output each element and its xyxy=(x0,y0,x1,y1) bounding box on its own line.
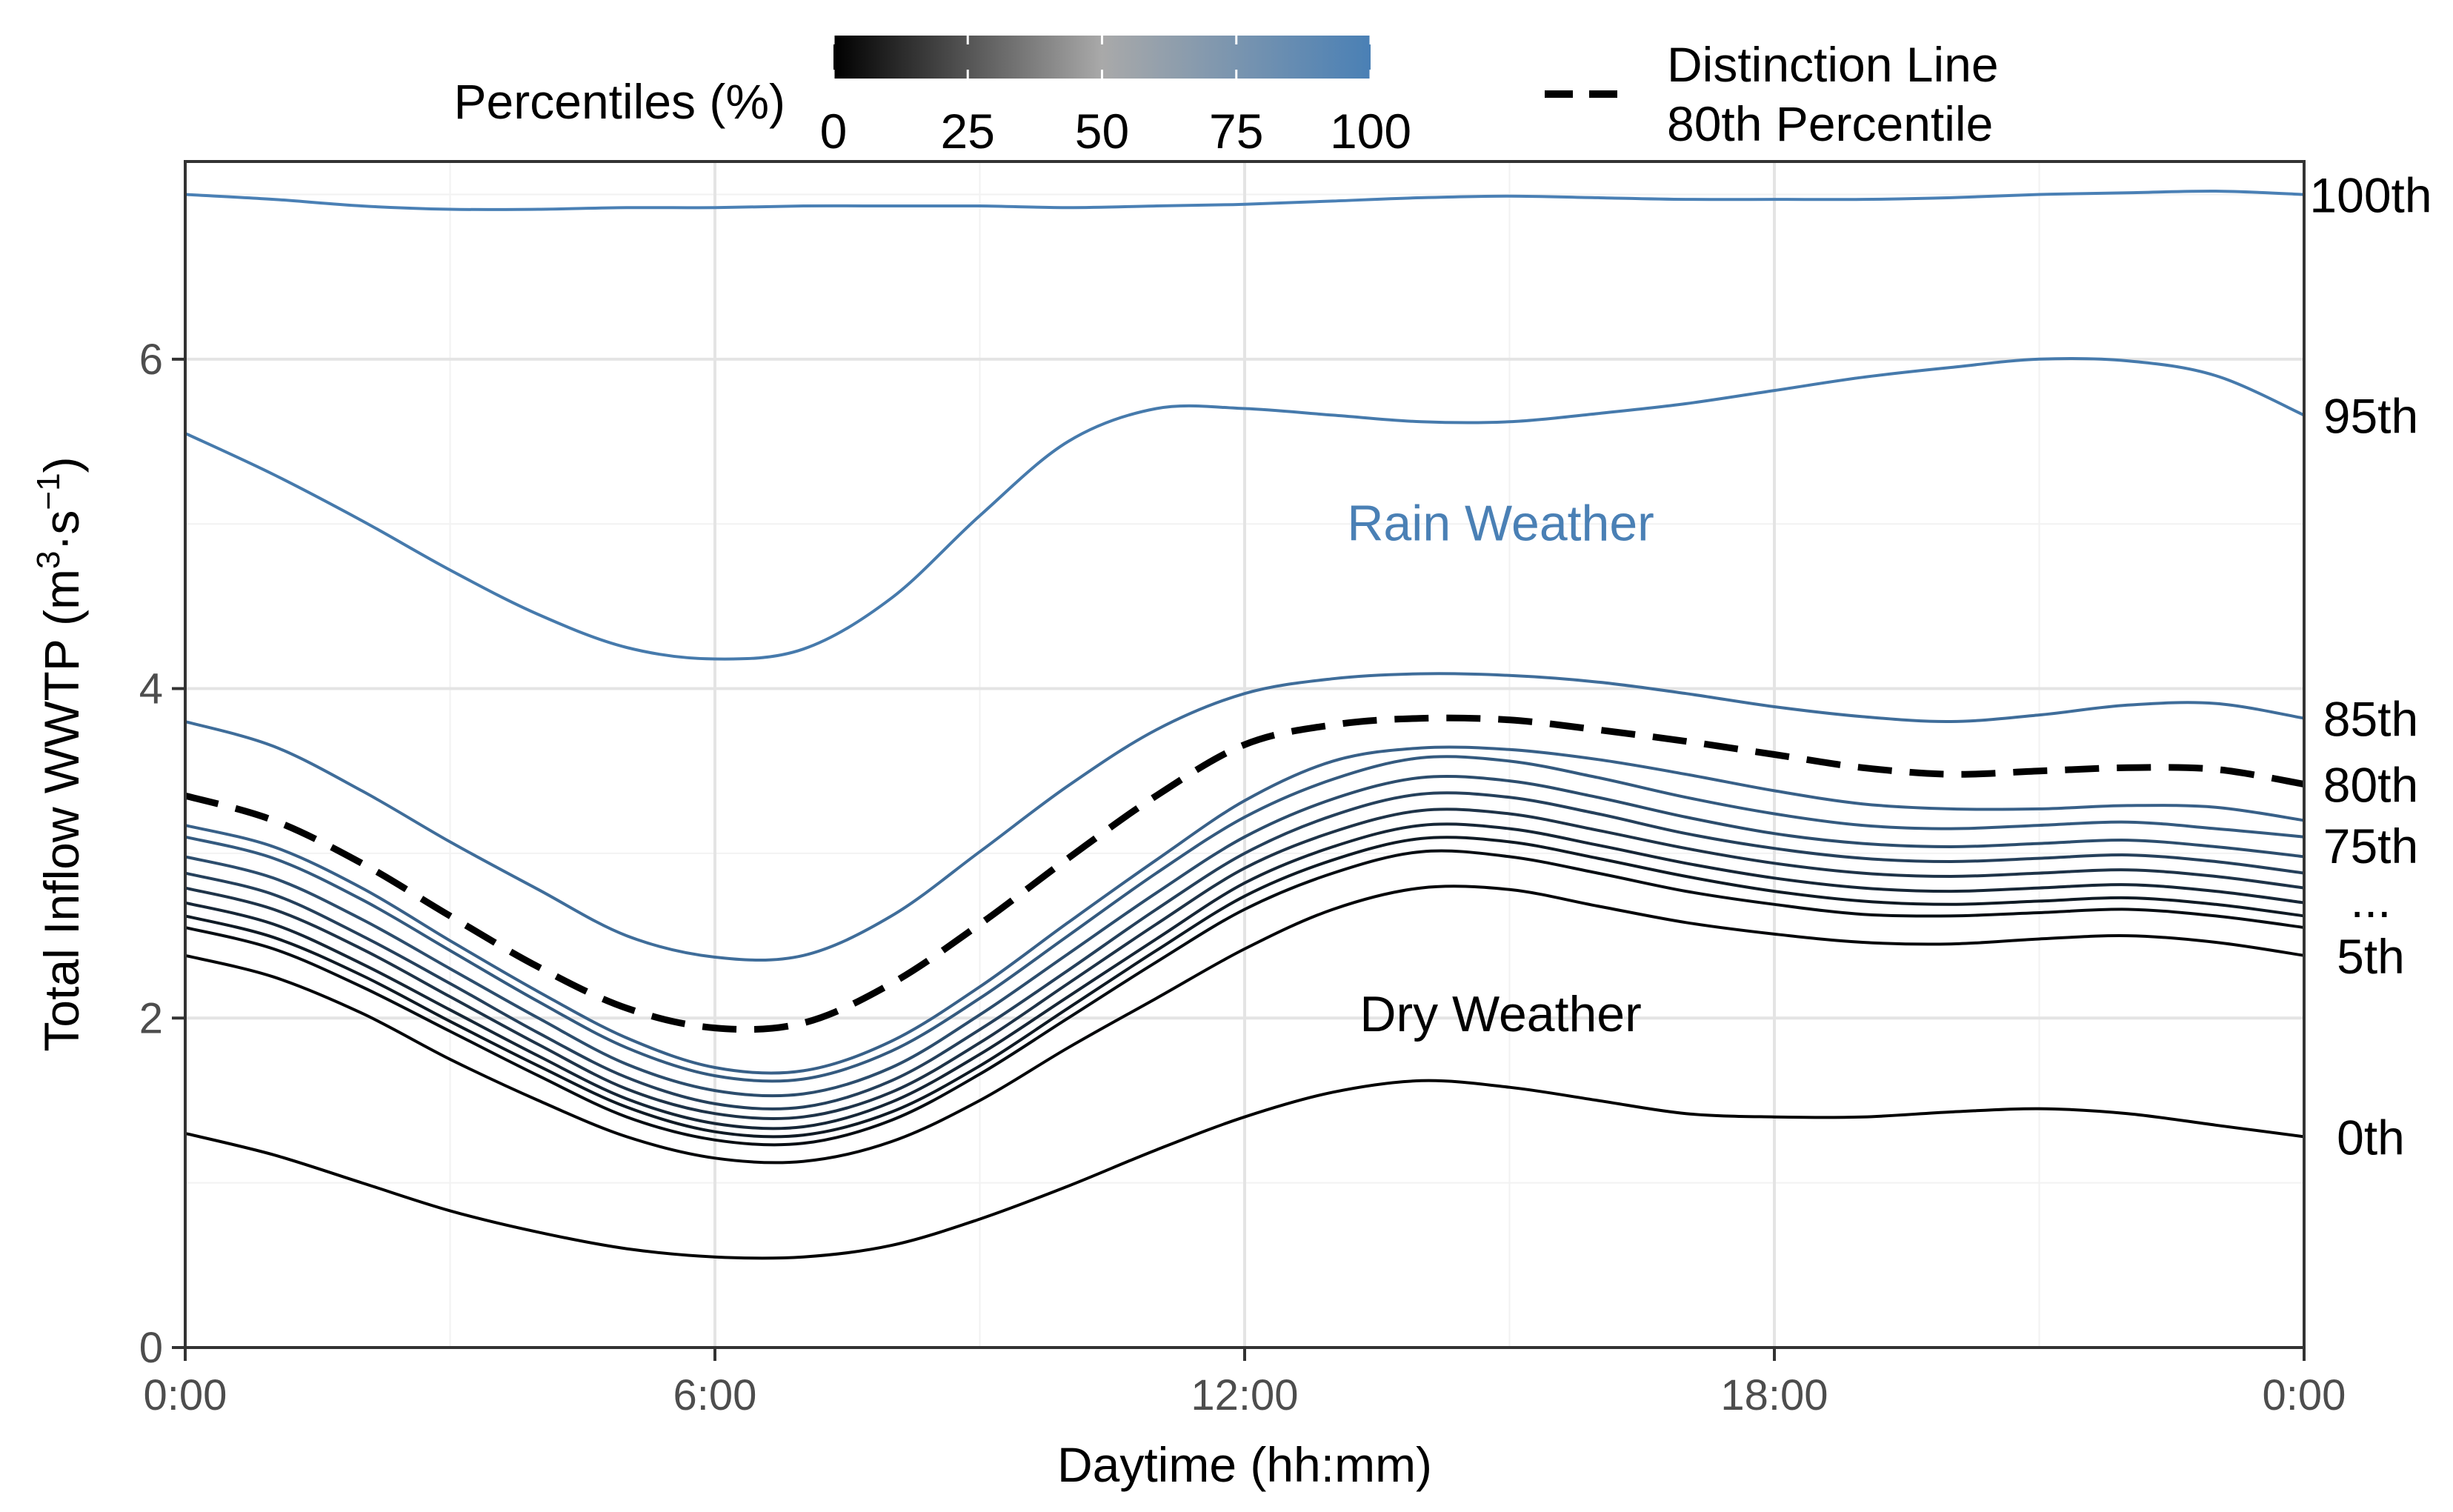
series-line-60th xyxy=(185,774,2304,1098)
right-label-85th: 85th xyxy=(2323,692,2418,747)
series-line-5th xyxy=(185,885,2304,1165)
colorbar-title: Percentiles (%) xyxy=(454,74,785,129)
colorbar-tick-label: 50 xyxy=(1075,104,1129,159)
y-axis-title-end: ) xyxy=(34,456,89,473)
x-axis: 0:00 6:00 12:00 18:00 0:00 xyxy=(144,1348,2346,1419)
annotation-rain-weather: Rain Weather xyxy=(1347,495,1654,551)
series-line-30th xyxy=(185,822,2304,1130)
x-tick-label: 6:00 xyxy=(673,1371,757,1419)
series-line-10th xyxy=(185,849,2304,1147)
series-line-20th xyxy=(185,836,2304,1139)
series-line-80th xyxy=(185,714,2304,1033)
right-label-95th: 95th xyxy=(2323,388,2418,443)
y-axis: 0 2 4 6 xyxy=(139,336,185,1372)
x-tick-label: 0:00 xyxy=(2263,1371,2346,1419)
series-line-70th xyxy=(185,755,2304,1083)
legend: Percentiles (%) 0 25 50 75 100 Distinction L… xyxy=(454,36,1999,159)
series-line-40th xyxy=(185,807,2304,1121)
colorbar-tick-label: 75 xyxy=(1209,104,1263,159)
y-tick-label: 2 xyxy=(139,994,163,1042)
colorbar-tick-label: 25 xyxy=(941,104,995,159)
colorbar-tick-label: 100 xyxy=(1330,104,1411,159)
series-line-95th xyxy=(185,356,2304,661)
right-label-80th: 80th xyxy=(2323,758,2418,813)
series-line-100th xyxy=(185,189,2304,211)
x-tick-label: 0:00 xyxy=(144,1371,227,1419)
distinction-line-legend-label-2: 80th Percentile xyxy=(1667,96,1993,151)
distinction-line-legend-label-1: Distinction Line xyxy=(1667,37,1999,92)
series-group xyxy=(185,189,2304,1260)
y-tick-label: 4 xyxy=(139,665,163,713)
y-axis-title: Total Inflow WWTP (m3·s−1) xyxy=(30,456,89,1051)
right-labels: 100th 95th 85th 80th 75th...5th 0th xyxy=(2309,167,2432,1165)
y-axis-title-sup2: −1 xyxy=(30,473,67,510)
annotation-dry-weather: Dry Weather xyxy=(1359,986,1641,1042)
right-label-5th: 5th xyxy=(2337,929,2405,984)
right-label-ellipsis: ... xyxy=(2350,873,2391,927)
x-tick-label: 18:00 xyxy=(1720,1371,1828,1419)
colorbar-tick-label: 0 xyxy=(820,104,848,159)
right-label-100th: 100th xyxy=(2309,167,2432,222)
y-axis-title-main: Total Inflow WWTP (m xyxy=(34,569,89,1052)
y-axis-title-mid: ·s xyxy=(34,510,89,551)
series-line-50th xyxy=(185,791,2304,1110)
series-line-0th xyxy=(185,1079,2304,1260)
x-tick-label: 12:00 xyxy=(1191,1371,1298,1419)
series-line-75th xyxy=(185,745,2304,1075)
right-label-75th: 75th xyxy=(2323,819,2418,873)
y-tick-label: 6 xyxy=(139,336,163,384)
series-line-85th xyxy=(185,672,2304,962)
colorbar-ticks: 0 25 50 75 100 xyxy=(820,36,1411,159)
annotations: Rain Weather Dry Weather xyxy=(1347,495,1654,1042)
x-axis-title: Daytime (hh:mm) xyxy=(1057,1437,1432,1492)
y-axis-title-sup1: 3 xyxy=(30,551,67,569)
right-label-0th: 0th xyxy=(2337,1110,2405,1165)
y-tick-label: 0 xyxy=(139,1324,163,1372)
